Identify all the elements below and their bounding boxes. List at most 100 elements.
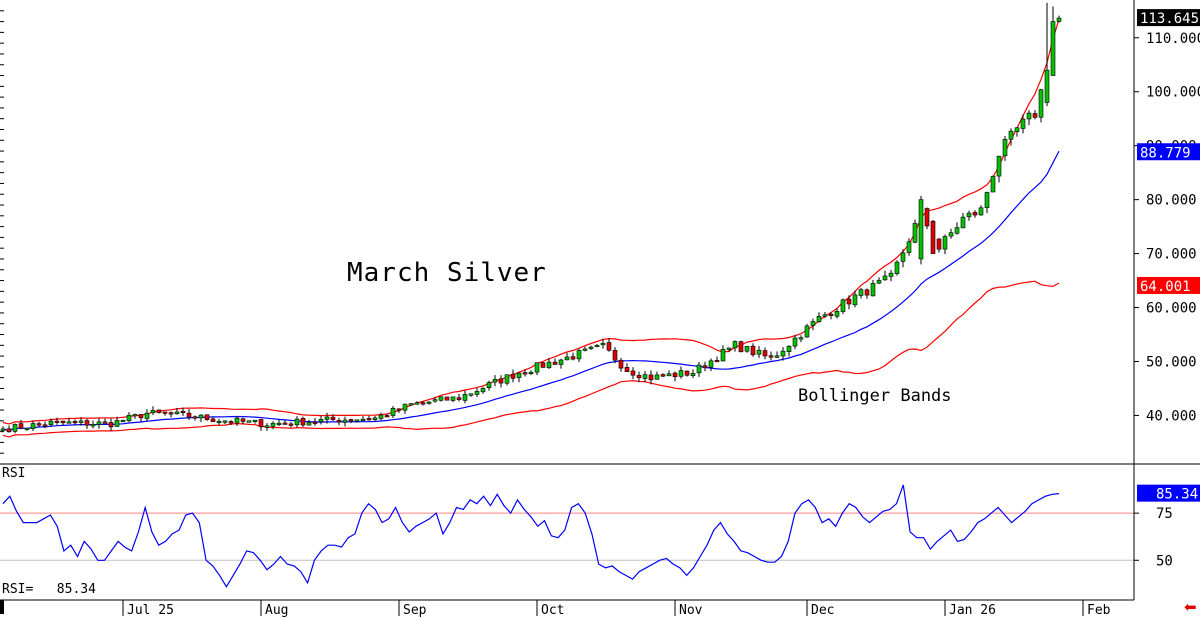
candle-down xyxy=(84,420,90,426)
candle-down xyxy=(6,428,12,433)
candle-up xyxy=(834,311,840,317)
candle-up xyxy=(756,349,762,355)
candle-up xyxy=(732,341,738,349)
candle-up xyxy=(642,374,648,379)
candle-down xyxy=(522,372,528,375)
candle-up xyxy=(882,275,888,281)
month-label: Dec xyxy=(811,603,834,618)
candle-down xyxy=(210,418,216,422)
candle-up xyxy=(588,346,594,349)
candle-down xyxy=(72,421,78,424)
candle-up xyxy=(966,212,972,218)
candle-down xyxy=(336,420,342,423)
rsi-line xyxy=(2,484,1060,588)
rsi-last-badge-bg xyxy=(1137,484,1200,502)
candle-up xyxy=(978,207,984,216)
candle-down xyxy=(138,414,144,419)
candle-down xyxy=(420,402,426,405)
last-price-badge-bg xyxy=(1137,9,1200,27)
candle-down xyxy=(924,208,930,227)
candle-up xyxy=(726,347,732,350)
candle-up xyxy=(798,337,804,340)
rsi-last-badge: 85.34 xyxy=(1156,487,1198,503)
bollinger-bands-label: Bollinger Bands xyxy=(798,386,952,406)
candle-up xyxy=(174,411,180,415)
candle-up xyxy=(708,360,714,368)
candle-up xyxy=(996,155,1002,177)
lower-bollinger-band xyxy=(2,280,1060,438)
candle-up xyxy=(804,325,810,338)
candle-down xyxy=(570,356,576,360)
candle-up xyxy=(450,396,456,401)
candle-up xyxy=(390,407,396,416)
upper-band-badge-bg xyxy=(1137,276,1200,294)
month-label: Jan 26 xyxy=(949,603,996,618)
candle-up xyxy=(582,348,588,351)
candle-up xyxy=(984,192,990,208)
price-tick-label: 50.000 xyxy=(1146,354,1197,370)
upper-band-badge: 64.001 xyxy=(1140,279,1191,295)
candle-up xyxy=(810,321,816,326)
candle-up xyxy=(126,414,132,422)
candle-down xyxy=(192,416,198,419)
month-label: Feb xyxy=(1087,603,1111,618)
candle-down xyxy=(846,298,852,305)
candle-up xyxy=(462,394,468,401)
candle-down xyxy=(606,342,612,351)
candle-up xyxy=(894,261,900,274)
candle-up xyxy=(576,350,582,360)
candle-up xyxy=(990,176,996,193)
candle-up xyxy=(1026,112,1032,120)
candle-up xyxy=(318,419,324,422)
candle-up xyxy=(294,418,300,426)
rsi-panel-title: RSI xyxy=(2,466,26,481)
candle-up xyxy=(774,355,780,358)
candle-down xyxy=(612,350,618,361)
candle-down xyxy=(282,422,288,425)
candle-up xyxy=(324,416,330,420)
candle-down xyxy=(636,375,642,379)
candle-up xyxy=(954,227,960,234)
candle-up xyxy=(198,414,204,419)
candle-up xyxy=(372,417,378,420)
candle-down xyxy=(684,370,690,376)
price-tick-label: 80.000 xyxy=(1146,193,1197,209)
candle-up xyxy=(360,418,366,421)
candle-up xyxy=(1020,118,1026,129)
candle-up xyxy=(342,419,348,423)
candle-up xyxy=(252,419,258,422)
candle-down xyxy=(714,360,720,363)
candle-down xyxy=(672,372,678,378)
candle-up xyxy=(246,420,252,423)
candle-down xyxy=(864,289,870,296)
candle-up xyxy=(1002,139,1008,157)
candle-up xyxy=(150,410,156,414)
candle-up xyxy=(600,342,606,346)
candle-up xyxy=(438,396,444,401)
price-candles xyxy=(0,2,1062,434)
candle-up xyxy=(408,403,414,406)
candle-down xyxy=(540,362,546,368)
candle-down xyxy=(630,370,636,376)
candle-down xyxy=(768,355,774,358)
candle-up xyxy=(1008,130,1014,140)
candle-up xyxy=(222,420,228,423)
candle-up xyxy=(1038,89,1044,118)
scroll-back-arrow-icon[interactable]: ⬅ xyxy=(1184,598,1197,616)
candle-down xyxy=(60,420,66,424)
candle-up xyxy=(948,232,954,237)
candle-down xyxy=(102,421,108,424)
candle-down xyxy=(624,367,630,373)
candle-down xyxy=(300,417,306,426)
price-tick-label: 110.000 xyxy=(1146,31,1200,47)
candle-up xyxy=(906,241,912,253)
candle-down xyxy=(750,345,756,356)
candle-up xyxy=(12,424,18,432)
candle-up xyxy=(0,428,6,431)
rsi-tick-label: 75 xyxy=(1156,506,1173,522)
price-tick-label: 70.000 xyxy=(1146,247,1197,263)
candle-down xyxy=(18,423,24,429)
candle-down xyxy=(972,212,978,216)
candle-up xyxy=(912,223,918,243)
